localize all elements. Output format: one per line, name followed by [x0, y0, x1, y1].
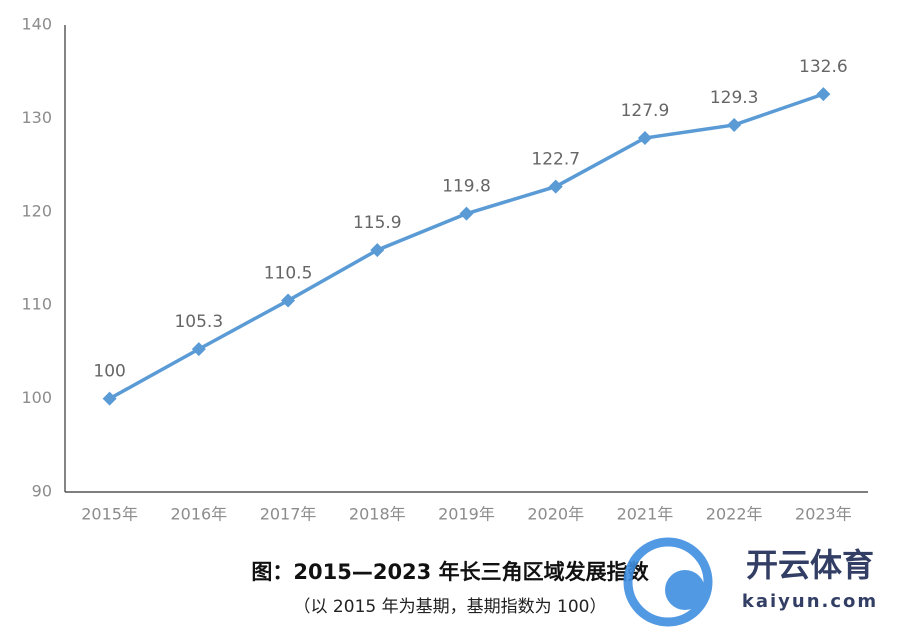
- marker: [727, 117, 742, 132]
- data-label: 127.9: [621, 101, 670, 121]
- data-label: 122.7: [531, 150, 580, 170]
- data-label: 132.6: [799, 57, 848, 77]
- x-tick-label: 2022年: [706, 505, 763, 524]
- data-label: 129.3: [710, 88, 759, 108]
- watermark-logo-ball: [665, 570, 705, 610]
- x-tick-label: 2016年: [170, 505, 227, 524]
- watermark-site: kaiyun.com: [742, 591, 878, 612]
- watermark: 开云体育 kaiyun.com: [623, 537, 878, 627]
- watermark-logo: [623, 537, 713, 627]
- y-tick-label: 120: [21, 201, 52, 220]
- chart-title: 图：2015—2023 年长三角区域发展指数: [251, 560, 649, 584]
- data-label: 115.9: [353, 213, 402, 233]
- x-tick-label: 2018年: [349, 505, 406, 524]
- x-tick-label: 2017年: [260, 505, 317, 524]
- marker: [191, 342, 206, 357]
- data-label: 110.5: [264, 264, 313, 284]
- marker: [816, 87, 831, 102]
- y-tick-label: 110: [21, 295, 52, 314]
- y-tick-label: 130: [21, 108, 52, 127]
- marker: [370, 243, 385, 258]
- marker: [637, 131, 652, 146]
- data-label: 100: [93, 362, 125, 382]
- watermark-brand: 开云体育: [746, 546, 874, 584]
- data-label: 119.8: [442, 177, 491, 197]
- marker: [548, 179, 563, 194]
- marker: [459, 206, 474, 221]
- x-tick-label: 2019年: [438, 505, 495, 524]
- marker: [102, 391, 117, 406]
- x-tick-label: 2015年: [81, 505, 138, 524]
- y-tick-label: 100: [21, 388, 52, 407]
- marker: [281, 293, 296, 308]
- line: [108, 92, 824, 401]
- x-tick-label: 2021年: [617, 505, 674, 524]
- chart-subtitle: （以 2015 年为基期，基期指数为 100）: [294, 597, 607, 617]
- x-tick-label: 2020年: [527, 505, 584, 524]
- x-tick-label: 2023年: [795, 505, 852, 524]
- data-label: 105.3: [174, 312, 223, 332]
- y-tick-label: 90: [32, 482, 52, 501]
- y-tick-label: 140: [21, 15, 52, 34]
